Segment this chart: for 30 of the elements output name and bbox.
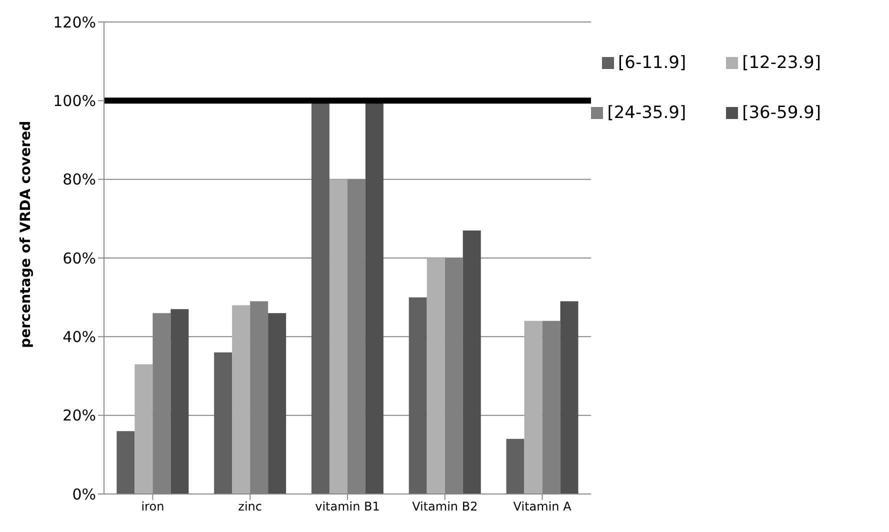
bar — [506, 438, 524, 494]
legend-label: [12-23.9] — [742, 53, 821, 73]
x-tick-label: zinc — [238, 500, 262, 514]
legend-label: [36-59.9] — [742, 103, 821, 123]
x-tick-label: Vitamin A — [513, 500, 572, 514]
bar — [329, 179, 348, 494]
bar — [560, 301, 578, 494]
bar — [232, 305, 250, 494]
y-tick-label: 60% — [62, 249, 96, 268]
y-tick-label: 40% — [62, 328, 96, 346]
y-tick-label: 80% — [62, 170, 96, 189]
y-tick-label: 0% — [72, 485, 96, 504]
bar — [524, 320, 542, 494]
legend-label: [24-35.9] — [607, 103, 686, 123]
x-tick-label: iron — [141, 500, 164, 514]
bar — [408, 297, 427, 494]
bar — [170, 309, 189, 494]
bar — [134, 364, 153, 494]
y-tick-label: 120% — [53, 13, 96, 32]
bar — [214, 352, 232, 494]
bar — [116, 431, 135, 494]
legend-label: [6-11.9] — [618, 53, 686, 73]
bar — [462, 230, 481, 494]
x-tick-label: vitamin B1 — [315, 500, 380, 514]
bar — [268, 313, 286, 494]
bar — [426, 258, 445, 494]
y-axis-title: percentage of VRDA covered — [18, 120, 34, 348]
y-tick-label: 100% — [53, 92, 96, 110]
y-tick-label: 20% — [62, 406, 96, 425]
x-tick-label: Vitamin B2 — [412, 500, 478, 514]
